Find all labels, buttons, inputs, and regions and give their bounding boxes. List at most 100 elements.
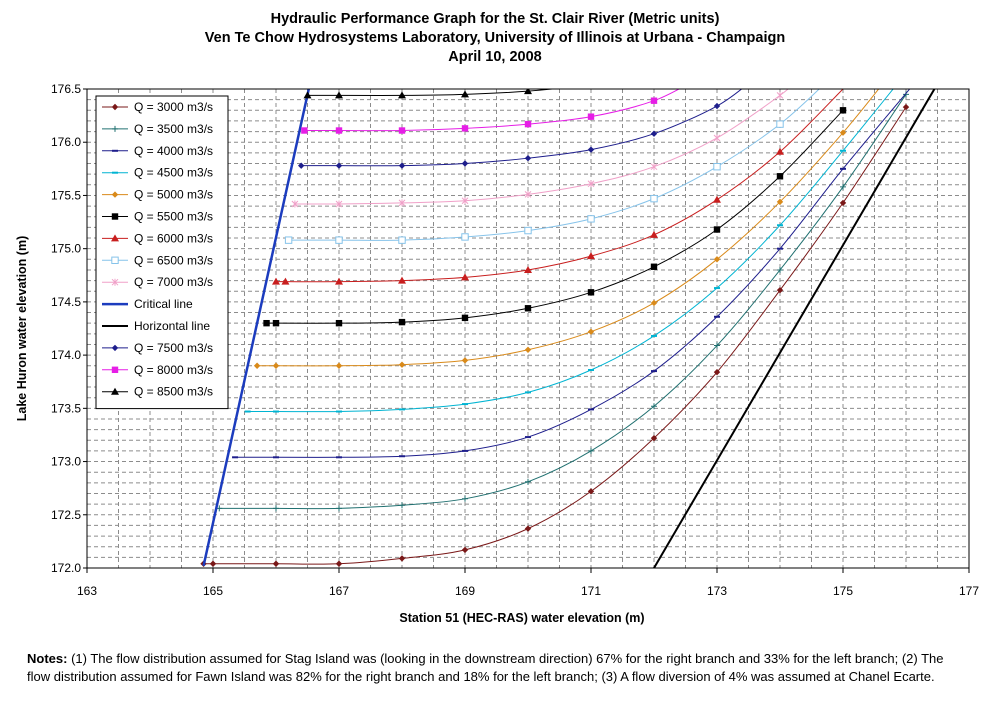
series-12 <box>298 89 743 169</box>
legend-swatch-marker <box>111 366 119 373</box>
data-point <box>281 277 290 285</box>
data-point <box>335 277 343 285</box>
chart-title-block: Hydraulic Performance Graph for the St. … <box>0 10 990 67</box>
legend-item: Q = 6500 m3/s <box>102 253 213 267</box>
data-point <box>461 90 469 98</box>
y-axis-ticks: 172.0 172.5 173.0 173.5 174.0 174.5 175.0 175.5… <box>51 82 87 575</box>
data-point <box>398 236 406 244</box>
data-point <box>714 342 720 349</box>
data-point <box>713 163 721 171</box>
data-point <box>650 97 658 104</box>
x-tick-label: 171 <box>581 584 601 598</box>
data-point <box>461 233 469 241</box>
legend-label: Q = 5000 m3/s <box>134 188 213 202</box>
data-point <box>777 266 783 273</box>
legend-label: Q = 3500 m3/s <box>134 122 213 136</box>
data-point <box>272 319 280 327</box>
data-point <box>272 362 280 369</box>
data-point <box>461 125 469 132</box>
data-point <box>776 198 784 206</box>
data-point <box>398 318 406 326</box>
legend-swatch-marker <box>111 191 119 198</box>
legend: Q = 3000 m3/s Q = 3500 m3/s Q = 4000 m3/s Q… <box>95 95 229 410</box>
data-point <box>398 127 406 134</box>
legend-item: Critical line <box>102 297 193 311</box>
legend-swatch-marker <box>111 213 119 220</box>
y-tick-label: 172.0 <box>51 561 81 575</box>
notes-text: (1) The flow distribution assumed for St… <box>27 651 944 684</box>
series-line <box>304 89 681 132</box>
data-point <box>273 505 279 512</box>
data-point <box>462 495 468 502</box>
legend-item: Q = 4500 m3/s <box>102 166 213 180</box>
data-point <box>524 265 532 273</box>
data-point <box>524 346 532 353</box>
data-point <box>587 113 595 120</box>
legend-box <box>95 95 229 410</box>
data-point <box>253 362 261 369</box>
legend-swatch-marker <box>111 256 119 265</box>
series-line <box>653 89 936 568</box>
x-tick-label: 173 <box>707 584 727 598</box>
legend-item: Q = 7000 m3/s <box>102 275 213 289</box>
x-axis-ticks: 163 165 167 169 171 173 175 177 <box>77 568 979 598</box>
data-point <box>903 91 909 98</box>
legend-swatch-marker <box>111 387 119 395</box>
data-point <box>335 560 343 567</box>
data-point <box>209 560 217 567</box>
chart-title: Hydraulic Performance Graph for the St. … <box>270 11 720 27</box>
legend-label: Horizontal line <box>134 319 210 333</box>
legend-label: Q = 7500 m3/s <box>134 341 213 355</box>
legend-swatch-marker <box>111 234 119 242</box>
data-point <box>713 134 721 142</box>
legend-item: Horizontal line <box>102 319 210 333</box>
data-point <box>303 91 312 99</box>
series-line <box>294 89 789 205</box>
hydraulic-performance-chart: 163 165 167 169 171 173 175 177172.0172.5173.01… <box>15 82 979 625</box>
data-point <box>650 434 658 442</box>
data-point <box>776 173 784 180</box>
data-point <box>398 361 406 368</box>
legend-item: Q = 8500 m3/s <box>102 385 213 399</box>
data-point <box>461 357 469 364</box>
series-4 <box>244 89 894 413</box>
series-11 <box>653 89 936 568</box>
series-3 <box>232 89 911 459</box>
y-tick-label: 175.5 <box>51 188 81 202</box>
legend-label: Q = 4500 m3/s <box>134 166 213 180</box>
data-point <box>650 130 658 137</box>
data-point <box>284 236 293 244</box>
legend-label: Critical line <box>134 297 193 311</box>
data-point <box>399 502 405 509</box>
legend-label: Q = 5500 m3/s <box>134 210 213 224</box>
data-point <box>524 89 532 95</box>
data-point <box>398 199 406 207</box>
y-tick-label: 174.0 <box>51 348 81 362</box>
data-point <box>524 226 532 235</box>
data-point <box>398 555 406 562</box>
data-point <box>263 319 270 327</box>
legend-item: Q = 5500 m3/s <box>102 210 213 224</box>
y-tick-label: 174.5 <box>51 295 81 309</box>
legend-swatch-marker <box>111 344 119 352</box>
data-point <box>291 200 299 208</box>
legend-item: Q = 4000 m3/s <box>102 144 213 158</box>
data-point <box>335 236 343 244</box>
data-point <box>335 127 343 134</box>
data-point <box>839 107 847 114</box>
data-point <box>301 127 308 134</box>
data-point <box>461 197 469 205</box>
y-tick-label: 172.5 <box>51 508 81 522</box>
chart-date: April 10, 2008 <box>448 49 542 65</box>
legend-swatch-marker <box>111 103 119 111</box>
data-point <box>272 560 280 567</box>
data-point <box>587 488 595 495</box>
data-point <box>298 162 305 169</box>
notes-label: Notes: <box>27 651 68 666</box>
data-point <box>461 546 469 554</box>
y-tick-label: 176.0 <box>51 135 81 149</box>
legend-label: Q = 8500 m3/s <box>134 385 213 399</box>
data-point <box>587 146 595 153</box>
data-point <box>398 162 406 169</box>
series-7 <box>272 89 844 285</box>
